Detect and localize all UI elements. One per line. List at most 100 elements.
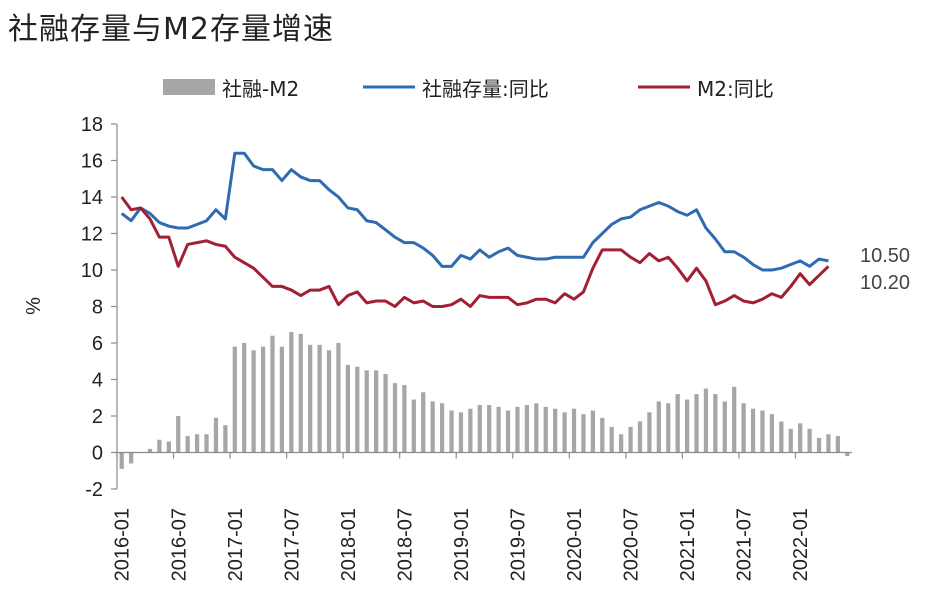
bar-tsf-minus-m2 xyxy=(722,401,727,453)
bar-tsf-minus-m2 xyxy=(383,374,388,453)
bar-tsf-minus-m2 xyxy=(571,408,577,453)
bar-tsf-minus-m2 xyxy=(496,406,501,453)
legend-label-m2: M2:同比 xyxy=(697,77,774,101)
x-tick-label: 2022-01 xyxy=(790,508,812,581)
bar-tsf-minus-m2 xyxy=(251,350,256,453)
bar-tsf-minus-m2 xyxy=(421,392,426,453)
legend-label-bar: 社融-M2 xyxy=(222,77,299,101)
bar-tsf-minus-m2 xyxy=(534,403,539,453)
bar-tsf-minus-m2 xyxy=(439,403,445,453)
bar-tsf-minus-m2 xyxy=(185,436,190,453)
bar-tsf-minus-m2 xyxy=(223,425,228,453)
bar-tsf-minus-m2 xyxy=(816,437,822,453)
bar-tsf-minus-m2 xyxy=(713,394,718,453)
bar-tsf-minus-m2 xyxy=(449,410,454,453)
bar-tsf-minus-m2 xyxy=(732,386,737,453)
bar-tsf-minus-m2 xyxy=(581,414,586,453)
m2-end-label: 10.20 xyxy=(860,272,910,294)
bar-tsf-minus-m2 xyxy=(468,408,473,453)
bar-tsf-minus-m2 xyxy=(826,434,831,453)
x-tick-label: 2018-01 xyxy=(338,508,360,581)
y-tick-label: 8 xyxy=(92,297,103,319)
bar-tsf-minus-m2 xyxy=(562,412,567,453)
bar-tsf-minus-m2 xyxy=(336,343,341,453)
x-tick-label: 2016-07 xyxy=(168,508,190,581)
x-tick-label: 2016-01 xyxy=(112,508,134,581)
bar-tsf-minus-m2 xyxy=(242,343,247,453)
bar-tsf-minus-m2 xyxy=(845,452,850,457)
bar-tsf-minus-m2 xyxy=(204,434,209,453)
x-tick-label: 2021-01 xyxy=(677,508,699,581)
bar-tsf-minus-m2 xyxy=(147,448,153,453)
bar-tsf-minus-m2 xyxy=(553,408,558,453)
bar-tsf-minus-m2 xyxy=(619,434,624,453)
bar-tsf-minus-m2 xyxy=(232,346,237,453)
bar-tsf-minus-m2 xyxy=(119,452,124,469)
bar-tsf-minus-m2 xyxy=(402,384,407,453)
bar-tsf-minus-m2 xyxy=(326,350,332,453)
bar-tsf-minus-m2 xyxy=(647,412,652,453)
bar-tsf-minus-m2 xyxy=(270,335,275,453)
x-tick-label: 2017-01 xyxy=(225,508,247,581)
axis-layer: -2 0 2 4 6 8 10 12 14 16 18 2016-01 2016-07 2017-01 20… xyxy=(81,114,852,581)
x-tick-label: 2020-01 xyxy=(564,508,586,581)
bar-tsf-minus-m2 xyxy=(835,436,840,453)
x-tick-label: 2020-07 xyxy=(621,508,643,581)
legend-label-tsf: 社融存量:同比 xyxy=(422,77,549,101)
bar-tsf-minus-m2 xyxy=(213,417,219,453)
bar-tsf-minus-m2 xyxy=(675,394,680,453)
bar-tsf-minus-m2 xyxy=(628,426,633,453)
bar-tsf-minus-m2 xyxy=(543,406,548,453)
bar-tsf-minus-m2 xyxy=(458,412,464,453)
bar-tsf-minus-m2 xyxy=(788,428,793,453)
legend-swatch-bar xyxy=(163,79,215,95)
bar-tsf-minus-m2 xyxy=(289,332,294,453)
bar-tsf-minus-m2 xyxy=(487,405,492,453)
line-m2-yoy xyxy=(120,196,830,308)
y-tick-label: 18 xyxy=(81,114,103,136)
bar-tsf-minus-m2 xyxy=(590,410,595,453)
bar-tsf-minus-m2 xyxy=(194,434,200,453)
bar-tsf-minus-m2 xyxy=(505,410,511,453)
bar-tsf-minus-m2 xyxy=(279,346,285,453)
x-tick-label: 2017-07 xyxy=(281,508,303,581)
lines-layer xyxy=(120,151,830,308)
bar-tsf-minus-m2 xyxy=(129,452,134,464)
bar-tsf-minus-m2 xyxy=(260,346,266,453)
bar-tsf-minus-m2 xyxy=(392,383,398,453)
bar-tsf-minus-m2 xyxy=(176,416,181,453)
y-tick-label: 2 xyxy=(92,406,103,428)
bar-tsf-minus-m2 xyxy=(684,399,690,453)
bar-tsf-minus-m2 xyxy=(741,403,746,453)
bar-tsf-minus-m2 xyxy=(374,370,379,453)
x-tick-label: 2018-07 xyxy=(394,508,416,581)
x-tick-label: 2019-07 xyxy=(507,508,529,581)
y-tick-label: 0 xyxy=(92,443,103,465)
bar-tsf-minus-m2 xyxy=(609,426,614,453)
bar-tsf-minus-m2 xyxy=(750,408,756,453)
bars-layer xyxy=(119,332,850,469)
y-tick-label: 14 xyxy=(81,187,103,209)
y-tick-label: 6 xyxy=(92,333,103,355)
bar-tsf-minus-m2 xyxy=(298,333,303,453)
bar-tsf-minus-m2 xyxy=(515,406,520,453)
bar-tsf-minus-m2 xyxy=(524,405,530,453)
tsf-end-label: 10.50 xyxy=(860,245,910,267)
x-tick-label: 2019-01 xyxy=(451,508,473,581)
bar-tsf-minus-m2 xyxy=(430,401,435,453)
bar-tsf-minus-m2 xyxy=(345,364,350,453)
bar-tsf-minus-m2 xyxy=(637,421,643,453)
y-tick-label: 4 xyxy=(92,370,103,392)
bar-tsf-minus-m2 xyxy=(798,423,803,453)
bar-tsf-minus-m2 xyxy=(355,366,360,453)
y-tick-label: 10 xyxy=(81,260,103,282)
chart-title: 社融存量与M2存量增速 xyxy=(8,12,334,47)
y-tick-label: -2 xyxy=(85,479,103,501)
bar-tsf-minus-m2 xyxy=(308,344,313,453)
bar-tsf-minus-m2 xyxy=(666,403,671,453)
bar-tsf-minus-m2 xyxy=(477,405,482,453)
y-tick-label: 12 xyxy=(81,224,103,246)
bar-tsf-minus-m2 xyxy=(703,388,709,453)
bar-tsf-minus-m2 xyxy=(600,417,605,453)
